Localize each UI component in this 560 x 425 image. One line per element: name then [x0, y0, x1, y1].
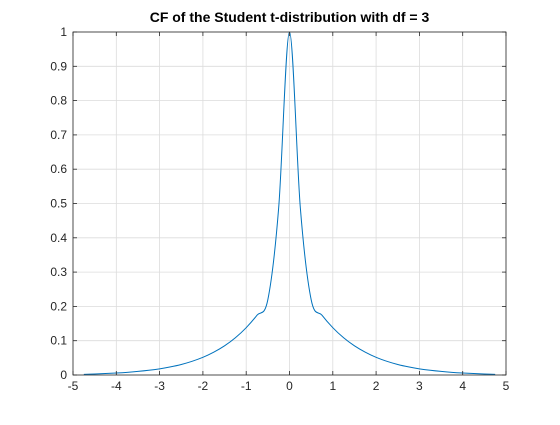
y-tick-label: 1	[60, 25, 67, 39]
y-tick-label: 0.9	[50, 59, 67, 73]
x-tick-label: 2	[373, 379, 380, 393]
x-tick-label: -1	[241, 379, 252, 393]
y-tick-label: 0.3	[50, 265, 67, 279]
x-tick-label: 0	[286, 379, 293, 393]
y-tick-label: 0.7	[50, 128, 67, 142]
y-tick-label: 0.5	[50, 197, 67, 211]
x-tick-label: -4	[111, 379, 122, 393]
y-tick-label: 0.6	[50, 162, 67, 176]
x-tick-label: 1	[329, 379, 336, 393]
chart-title: CF of the Student t-distribution with df…	[150, 9, 430, 25]
y-tick-label: 0.8	[50, 94, 67, 108]
x-tick-label: 5	[503, 379, 510, 393]
tick-layer: -5 -4 -3 -2 -1 0 1 2 3 4 5 0 0.1 0.2 0.3 0.4 0.5 0.6 0.7 0.…	[50, 25, 509, 393]
x-tick-label: -2	[198, 379, 209, 393]
y-tick-label: 0.4	[50, 231, 67, 245]
x-tick-label: -3	[154, 379, 165, 393]
x-tick-label: -5	[68, 379, 79, 393]
y-tick-label: 0.2	[50, 299, 67, 313]
y-tick-label: 0.1	[50, 334, 67, 348]
x-tick-label: 4	[459, 379, 466, 393]
x-tick-label: 3	[416, 379, 423, 393]
y-tick-label: 0	[60, 368, 67, 382]
